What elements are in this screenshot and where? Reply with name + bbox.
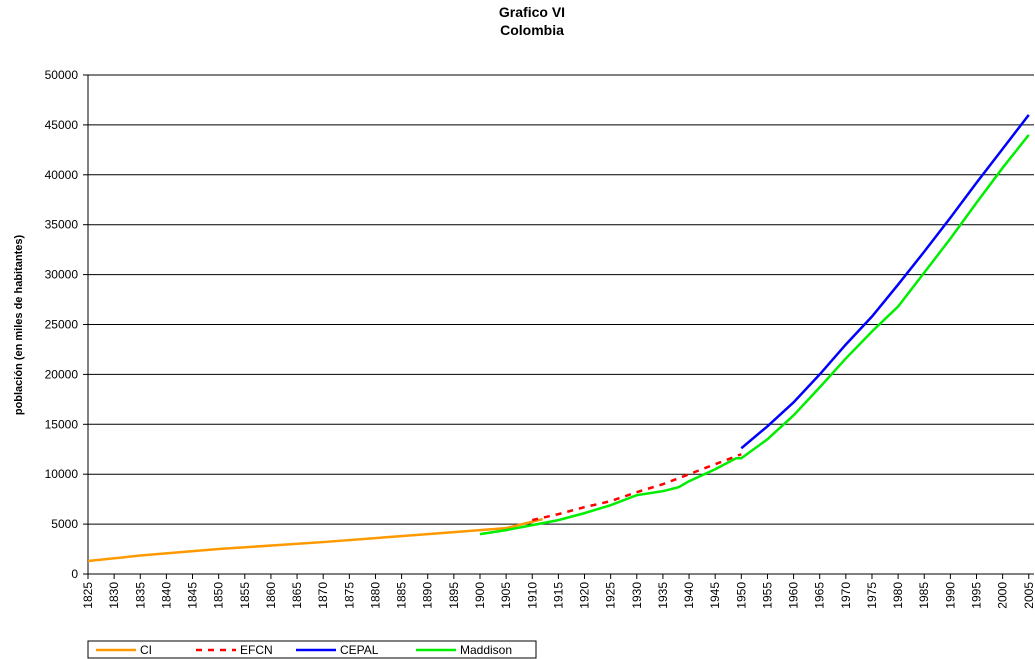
x-tick-label: 1920: [578, 582, 592, 609]
y-tick-label: 15000: [45, 417, 79, 431]
y-tick-label: 45000: [45, 118, 79, 132]
x-tick-label: 1975: [865, 582, 879, 609]
x-tick-label: 1870: [316, 582, 330, 609]
chart-subtitle: Colombia: [500, 22, 564, 38]
y-tick-label: 40000: [45, 168, 79, 182]
y-tick-label: 0: [71, 567, 78, 581]
x-tick-label: 1905: [499, 582, 513, 609]
x-tick-label: 1985: [917, 582, 931, 609]
x-tick-label: 1925: [604, 582, 618, 609]
legend-label: EFCN: [240, 643, 273, 657]
x-tick-label: 1840: [159, 582, 173, 609]
legend-label: Maddison: [460, 643, 512, 657]
x-tick-label: 1835: [133, 582, 147, 609]
y-tick-label: 5000: [51, 517, 78, 531]
x-tick-label: 1945: [708, 582, 722, 609]
x-tick-label: 1930: [630, 582, 644, 609]
x-tick-label: 1825: [81, 582, 95, 609]
y-tick-label: 10000: [45, 467, 79, 481]
x-tick-label: 1915: [551, 582, 565, 609]
x-tick-label: 1965: [813, 582, 827, 609]
x-tick-label: 1950: [734, 582, 748, 609]
x-tick-label: 1980: [891, 582, 905, 609]
legend-label: CEPAL: [340, 643, 379, 657]
x-tick-label: 1885: [395, 582, 409, 609]
x-tick-label: 1895: [447, 582, 461, 609]
y-tick-label: 25000: [45, 318, 79, 332]
x-tick-label: 1865: [290, 582, 304, 609]
series-line: [531, 453, 742, 522]
series-line: [740, 114, 1030, 450]
x-tick-label: 1830: [107, 582, 121, 609]
x-tick-label: 1910: [525, 582, 539, 609]
x-tick-label: 1935: [656, 582, 670, 609]
x-tick-label: 1880: [368, 582, 382, 609]
series-line: [479, 134, 1030, 536]
series-line: [87, 517, 544, 563]
x-tick-label: 1960: [787, 582, 801, 609]
x-tick-label: 2005: [1022, 582, 1035, 609]
x-tick-label: 1900: [473, 582, 487, 609]
x-tick-label: 1890: [421, 582, 435, 609]
x-tick-label: 1855: [238, 582, 252, 609]
x-tick-label: 1845: [186, 582, 200, 609]
x-tick-label: 1955: [760, 582, 774, 609]
x-tick-label: 1940: [682, 582, 696, 609]
chart-title: Grafico VI: [499, 4, 565, 20]
y-tick-label: 20000: [45, 367, 79, 381]
x-tick-label: 1990: [943, 582, 957, 609]
x-tick-label: 1970: [839, 582, 853, 609]
y-tick-label: 50000: [45, 68, 79, 82]
x-tick-label: 1850: [212, 582, 226, 609]
x-tick-label: 2000: [996, 582, 1010, 609]
y-axis-label: población (en miles de habitantes): [13, 235, 25, 416]
x-tick-label: 1860: [264, 582, 278, 609]
x-tick-label: 1875: [342, 582, 356, 609]
y-tick-label: 35000: [45, 218, 79, 232]
y-tick-label: 30000: [45, 268, 79, 282]
x-tick-label: 1995: [970, 582, 984, 609]
legend-label: CI: [140, 643, 152, 657]
